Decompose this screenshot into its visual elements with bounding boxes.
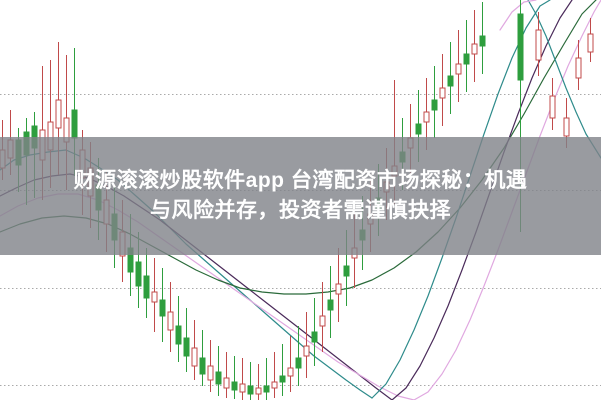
title-overlay-band: 财源滚滚炒股软件app 台湾配资市场探秘：机遇 与风险并存，投资者需谨慎抉择 (0, 137, 601, 255)
candle-27 (215, 346, 222, 396)
candle-40 (319, 282, 326, 352)
candle-32 (255, 364, 262, 400)
ma-teal-top-line (527, 0, 601, 159)
candle-29 (231, 356, 238, 399)
overlay-title-line-2: 与风险并存，投资者需谨慎抉择 (150, 199, 451, 222)
candle-54 (431, 66, 438, 138)
candle-24 (191, 320, 198, 380)
candle-58 (463, 20, 470, 92)
candle-38 (303, 312, 310, 378)
candle-63 (549, 78, 556, 130)
candle-42 (335, 248, 342, 322)
candle-41 (327, 266, 334, 338)
candle-36 (287, 336, 294, 392)
candle-59 (471, 10, 478, 82)
candle-65 (575, 40, 582, 90)
candle-56 (447, 42, 454, 114)
candle-31 (247, 362, 254, 400)
candle-33 (263, 358, 270, 400)
candle-62 (535, 12, 542, 76)
candle-19 (151, 258, 158, 332)
candle-21 (167, 282, 174, 352)
candle-55 (439, 54, 446, 126)
candle-26 (207, 340, 214, 392)
candle-25 (199, 330, 206, 386)
candle-39 (311, 298, 318, 366)
candle-57 (455, 30, 462, 102)
candle-20 (159, 268, 166, 342)
candle-18 (143, 248, 150, 318)
candle-34 (271, 352, 278, 398)
ma-pink-top-line (499, 0, 537, 31)
candle-37 (295, 326, 302, 386)
candle-66 (587, 18, 594, 62)
overlay-title-line-1: 财源滚滚炒股软件app 台湾配资市场探秘：机遇 (73, 169, 528, 192)
candle-60 (479, 2, 486, 74)
candle-35 (279, 344, 286, 396)
candle-30 (239, 358, 246, 400)
candle-22 (175, 296, 182, 362)
candle-28 (223, 352, 230, 398)
candle-23 (183, 308, 190, 372)
